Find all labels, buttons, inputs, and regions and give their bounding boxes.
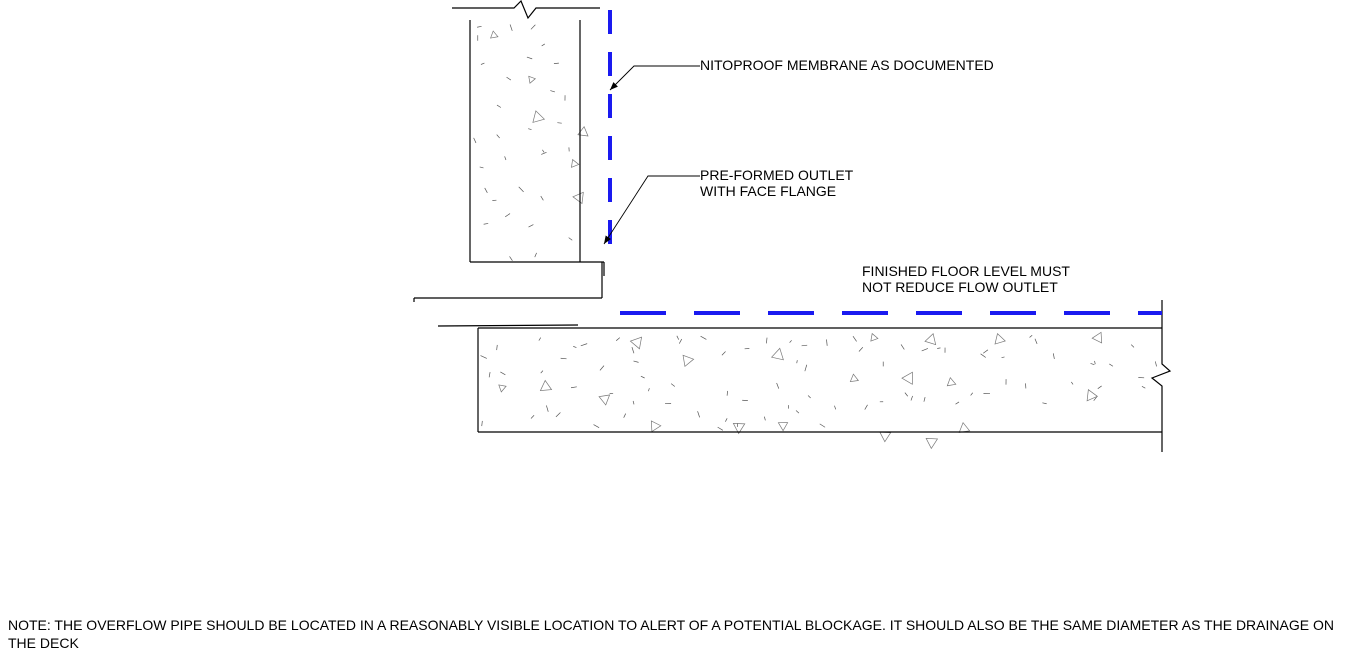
annotation-text: NOT REDUCE FLOW OUTLET — [862, 279, 1058, 295]
footnote: NOTE: THE OVERFLOW PIPE SHOULD BE LOCATE… — [8, 617, 1358, 652]
construction-detail-diagram: NITOPROOF MEMBRANE AS DOCUMENTED PRE-FORM… — [0, 0, 1366, 666]
overflow-outlet — [414, 262, 602, 326]
floor-slab-section — [478, 328, 1162, 448]
wall-section — [470, 20, 604, 276]
concrete-hatch — [481, 332, 1157, 448]
leader-line — [610, 66, 700, 90]
concrete-hatch — [474, 25, 588, 261]
annotation-text: FINISHED FLOOR LEVEL MUST — [862, 263, 1070, 279]
leader-line — [604, 176, 700, 244]
annotation-text: NITOPROOF MEMBRANE AS DOCUMENTED — [700, 57, 994, 73]
annotation-text: WITH FACE FLANGE — [700, 183, 836, 199]
annotation-text: PRE-FORMED OUTLET — [700, 167, 854, 183]
